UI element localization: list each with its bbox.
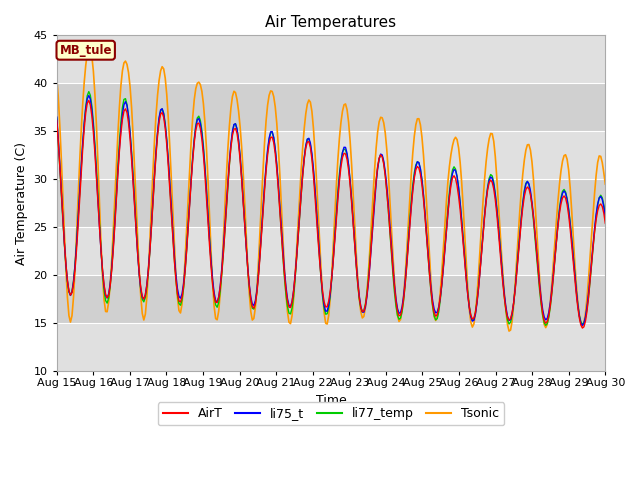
Bar — [57, 84, 605, 131]
Legend: AirT, li75_t, li77_temp, Tsonic: AirT, li75_t, li77_temp, Tsonic — [158, 402, 504, 425]
Bar — [57, 179, 605, 227]
Y-axis label: Air Temperature (C): Air Temperature (C) — [15, 142, 28, 265]
Text: MB_tule: MB_tule — [60, 44, 112, 57]
X-axis label: Time: Time — [316, 394, 346, 407]
Bar — [57, 131, 605, 179]
Bar — [57, 36, 605, 84]
Bar — [57, 227, 605, 275]
Bar — [57, 275, 605, 323]
Title: Air Temperatures: Air Temperatures — [266, 15, 397, 30]
Bar — [57, 323, 605, 371]
